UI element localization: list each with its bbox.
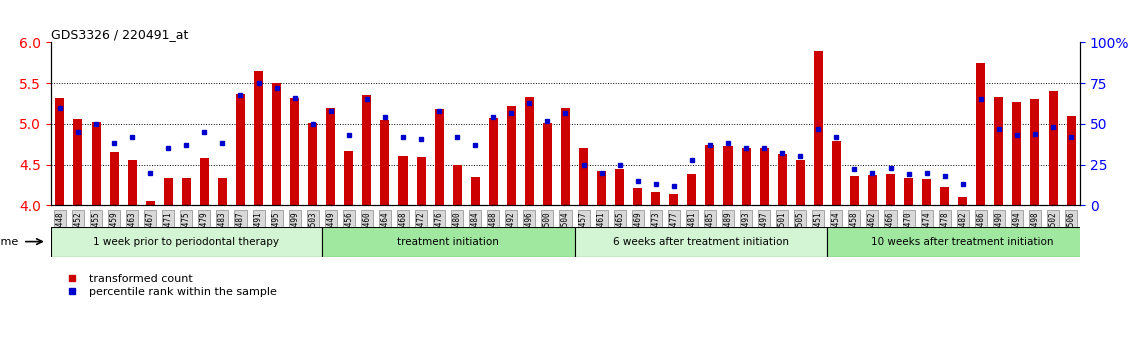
Bar [958,197,967,205]
Legend: transformed count, percentile rank within the sample: transformed count, percentile rank withi… [57,269,280,302]
Bar [543,123,552,205]
Bar [128,160,137,205]
Bar [688,175,697,205]
Bar [994,97,1003,205]
Bar [164,178,173,205]
Bar [633,188,642,205]
Bar [1030,99,1039,205]
Bar [615,170,624,205]
Bar [254,71,264,205]
Bar [976,63,985,205]
Bar [92,122,101,205]
Bar [273,83,282,205]
Bar [827,227,1098,257]
Bar [886,175,895,205]
Bar [200,158,209,205]
Bar [724,146,733,205]
Bar [55,98,64,205]
Text: 6 weeks after treatment initiation: 6 weeks after treatment initiation [613,236,789,247]
Bar [470,177,480,205]
Bar [575,227,827,257]
Bar [867,175,877,205]
Bar [416,157,425,205]
Bar [579,148,588,205]
Bar [561,108,570,205]
Bar [597,171,606,205]
Bar [796,160,805,205]
Bar [218,178,227,205]
Text: 1 week prior to periodontal therapy: 1 week prior to periodontal therapy [94,236,279,247]
Bar [706,145,715,205]
Bar [940,187,949,205]
Bar [489,118,498,205]
Bar [904,178,913,205]
Bar [362,96,371,205]
Bar [922,179,931,205]
Bar [321,227,575,257]
Bar [110,152,119,205]
Bar [849,176,858,205]
Bar [452,165,461,205]
Bar [525,97,534,205]
Bar [182,178,191,205]
Bar [651,192,661,205]
Bar [831,141,840,205]
Bar [74,119,83,205]
Bar [326,108,335,205]
Bar [380,120,389,205]
Text: time: time [0,236,19,247]
Bar [146,201,155,205]
Bar [398,156,407,205]
Bar [742,148,751,205]
Bar [778,154,787,205]
Bar [344,151,353,205]
Bar [1012,102,1021,205]
Bar [1067,116,1076,205]
Bar [308,123,317,205]
Text: treatment initiation: treatment initiation [397,236,499,247]
Text: GDS3326 / 220491_at: GDS3326 / 220491_at [51,28,188,41]
Bar [814,51,822,205]
Bar [51,227,321,257]
Bar [760,148,769,205]
Bar [434,109,443,205]
Text: 10 weeks after treatment initiation: 10 weeks after treatment initiation [872,236,1054,247]
Bar [1048,91,1057,205]
Bar [507,106,516,205]
Bar [291,98,300,205]
Bar [236,94,245,205]
Bar [670,194,679,205]
